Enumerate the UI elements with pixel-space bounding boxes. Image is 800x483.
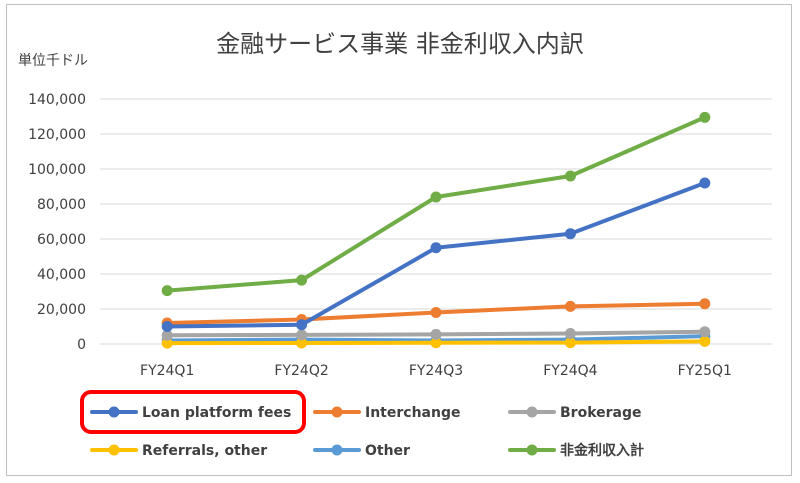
legend-label: Referrals, other — [142, 443, 267, 459]
y-tick-label: 20,000 — [37, 302, 86, 318]
y-tick-label: 140,000 — [28, 92, 86, 108]
series-2-point — [161, 329, 173, 341]
x-tick-label: FY24Q1 — [140, 363, 194, 379]
series-2-point — [564, 328, 576, 339]
series-5-point — [161, 285, 173, 297]
series-3-point — [699, 335, 711, 347]
y-tick-label: 80,000 — [37, 197, 86, 213]
series-0-point — [161, 321, 173, 332]
legend-swatch-marker — [108, 444, 120, 456]
series-3-point — [161, 337, 173, 349]
series-0-point — [296, 319, 308, 331]
legend-swatch-marker — [526, 406, 538, 418]
legend-swatch-marker — [108, 406, 120, 418]
series-0-point — [430, 242, 442, 254]
x-tick-label: FY25Q1 — [678, 363, 732, 379]
y-axis-ticks: 0 20,000 40,000 60,000 80,000 100,000 120,000 1… — [28, 92, 86, 353]
series-2-point — [296, 329, 308, 341]
y-tick-label: 40,000 — [37, 267, 86, 283]
legend-swatch-marker — [526, 444, 538, 456]
legend-label: 非金利収入計 — [560, 442, 644, 459]
series-5-point — [564, 170, 576, 182]
x-axis-ticks: FY24Q1 FY24Q2 FY24Q3 FY24Q4 FY25Q1 — [140, 363, 732, 379]
series-lines — [161, 111, 711, 349]
y-tick-label: 120,000 — [28, 127, 86, 143]
series-3-point — [296, 337, 308, 349]
legend-label: Brokerage — [560, 405, 642, 421]
series-3-point — [430, 337, 442, 349]
chart-title: 金融サービス事業 非金利収入内訳 — [216, 30, 584, 58]
series-1-point — [564, 300, 576, 312]
x-tick-label: FY24Q2 — [274, 363, 328, 379]
series-3-point — [564, 337, 576, 349]
legend-label: Loan platform fees — [142, 405, 291, 421]
y-tick-label: 100,000 — [28, 162, 86, 178]
legend: Loan platform fees Interchange Brokerage Re… — [80, 390, 644, 459]
x-tick-label: FY24Q3 — [409, 363, 463, 379]
series-0-point — [564, 228, 576, 240]
y-tick-label: 0 — [77, 337, 86, 353]
legend-label: Interchange — [365, 405, 460, 421]
legend-swatch-marker — [331, 406, 343, 418]
series-5-point — [296, 274, 308, 286]
series-2-point — [699, 326, 711, 338]
chart-frame — [6, 4, 792, 476]
series-0-point — [699, 177, 711, 189]
y-axis-unit-label: 単位千ドル — [18, 53, 88, 69]
x-tick-label: FY24Q4 — [543, 363, 597, 379]
y-tick-label: 60,000 — [37, 232, 86, 248]
legend-label: Other — [365, 443, 410, 459]
series-2-point — [430, 328, 442, 340]
series-1-point — [430, 307, 442, 318]
legend-swatch-marker — [331, 444, 343, 456]
series-1-point — [699, 298, 711, 310]
legend-highlight-box — [80, 390, 306, 434]
series-5-point — [430, 191, 442, 203]
series-5-point — [699, 111, 711, 123]
